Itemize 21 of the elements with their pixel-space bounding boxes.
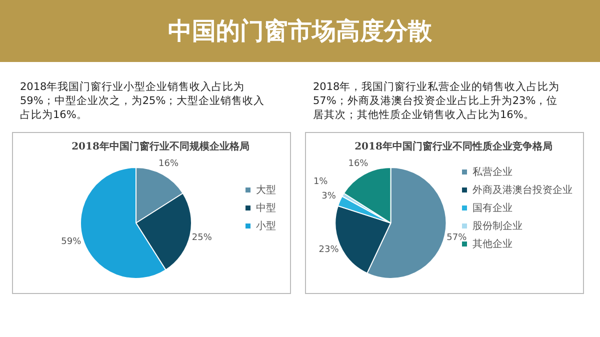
legend-label: 国有企业 [472, 202, 512, 214]
data-label: 23% [318, 245, 340, 256]
chart-subtitle: 2018年，我国门窗行业私营企业的销售收入占比为57%；外商及港澳台投资企业占比上升为23%，位居其次；其他性质企业销售收入占比为16%。 [313, 80, 561, 123]
data-label: 16% [158, 159, 179, 170]
legend-label: 私营企业 [472, 166, 512, 178]
legend-label: 小型 [256, 220, 276, 232]
legend-label: 外商及港澳台投资企业 [472, 184, 572, 196]
data-label: 1% [313, 176, 328, 187]
text: 2018年中国门窗行业不同性质企业竞争格局 [354, 140, 552, 153]
data-label: 3% [322, 192, 336, 202]
data-label: 25% [192, 233, 212, 244]
data-label: 16% [348, 159, 369, 170]
chart-subtitle: 2018年我国门窗行业小型企业销售收入占比为59%；中型企业次之，为25%；大型企业销售收入占比为16%。 [20, 80, 266, 123]
legend-label: 大型 [256, 184, 276, 196]
legend-label: 股份制企业 [472, 220, 522, 232]
data-label: 57% [446, 233, 468, 244]
chart-title: 2018年中国门窗行业不同规模企业格局 [72, 140, 250, 153]
legend-label: 中型 [256, 202, 276, 214]
legend-label: 其他企业 [472, 238, 512, 250]
data-label: 59% [61, 237, 82, 248]
text: 中国的门窗市场高度分散 [0, 0, 600, 62]
